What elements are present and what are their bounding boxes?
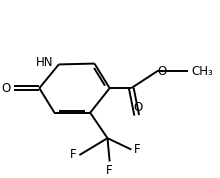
Text: O: O xyxy=(2,82,11,95)
Text: O: O xyxy=(133,101,142,114)
Text: F: F xyxy=(134,143,141,156)
Text: CH₃: CH₃ xyxy=(191,65,213,78)
Text: HN: HN xyxy=(36,56,53,69)
Text: O: O xyxy=(157,65,167,78)
Text: F: F xyxy=(70,148,77,161)
Text: F: F xyxy=(106,164,113,177)
